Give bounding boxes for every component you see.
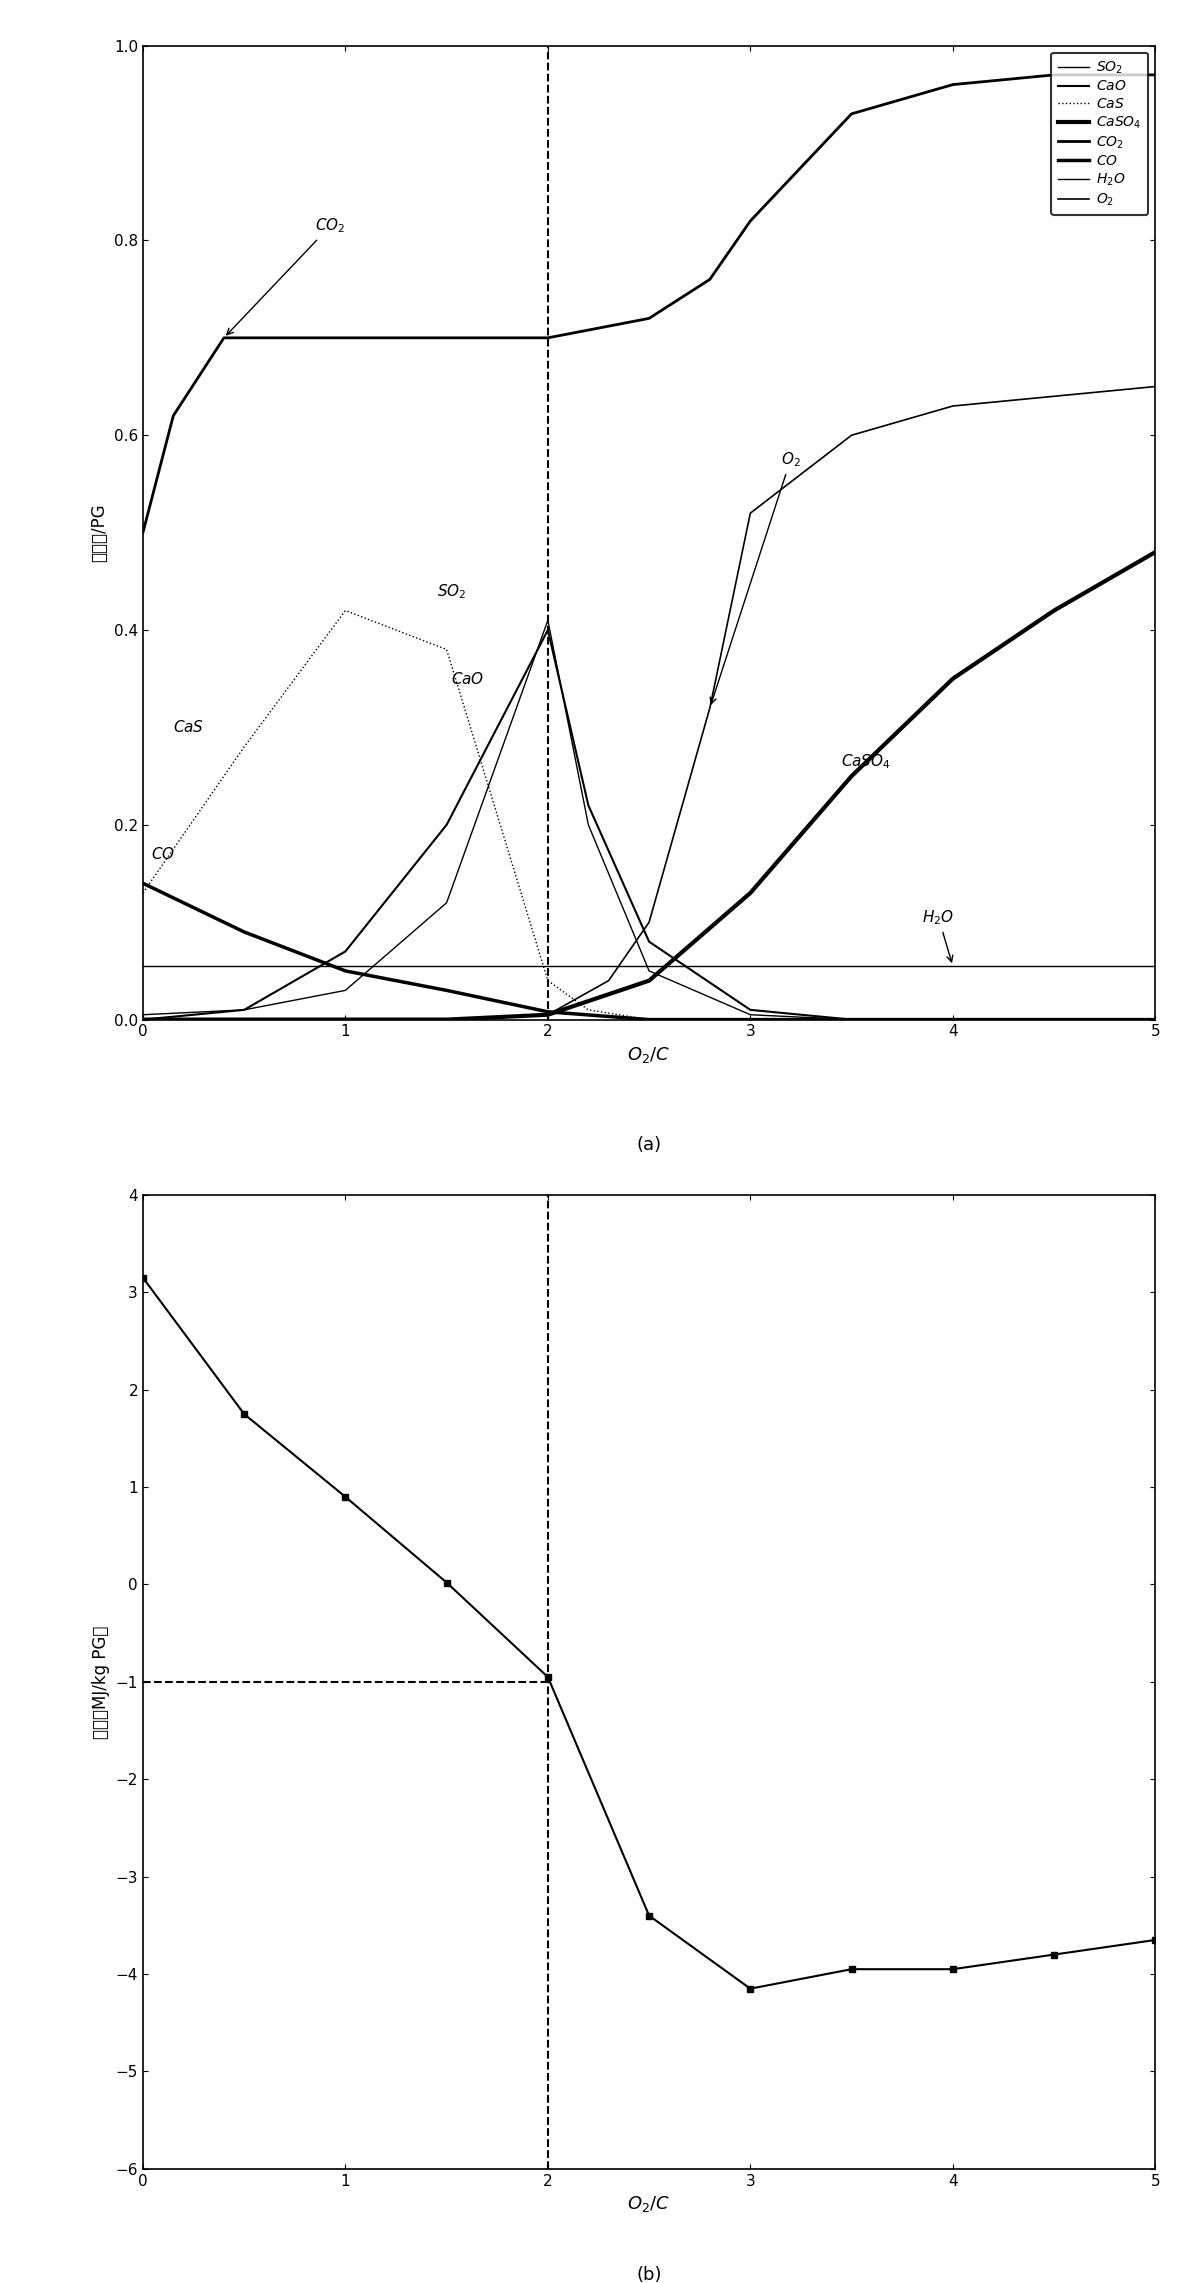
Text: (b): (b) (636, 2267, 662, 2283)
Y-axis label: 出口量/PG: 出口量/PG (91, 502, 108, 562)
Text: $CaSO_4$: $CaSO_4$ (842, 753, 891, 772)
Text: $O_2$: $O_2$ (710, 450, 800, 703)
Legend: $SO_2$, $CaO$, $CaS$, $CaSO_4$, $CO_2$, $CO$, $H_2O$, $O_2$: $SO_2$, $CaO$, $CaS$, $CaSO_4$, $CO_2$, … (1052, 53, 1148, 215)
Text: $CO$: $CO$ (151, 847, 175, 863)
X-axis label: $O_2/C$: $O_2/C$ (628, 1046, 671, 1064)
Text: $CO_2$: $CO_2$ (227, 217, 345, 336)
Text: $H_2O$: $H_2O$ (923, 909, 954, 961)
Text: $SO_2$: $SO_2$ (436, 582, 466, 600)
X-axis label: $O_2/C$: $O_2/C$ (628, 2194, 671, 2215)
Text: $CaS$: $CaS$ (174, 719, 205, 735)
Text: (a): (a) (636, 1137, 662, 1155)
Text: $CaO$: $CaO$ (450, 671, 484, 687)
Y-axis label: 能量（MJ/kg PG）: 能量（MJ/kg PG） (92, 1625, 110, 1740)
